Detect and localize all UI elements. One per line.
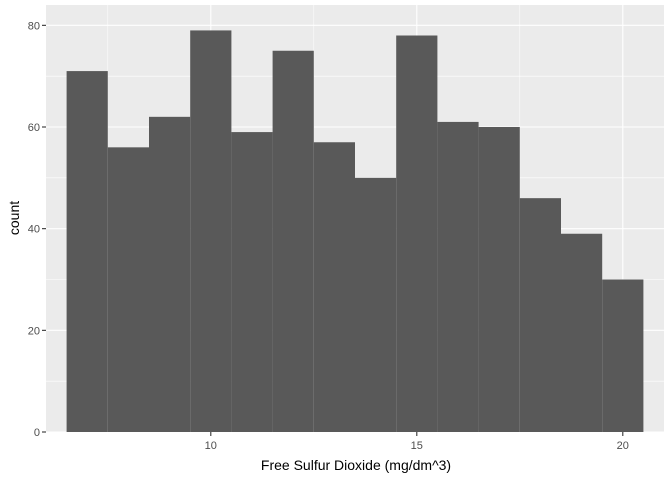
histogram-bar — [313, 142, 355, 432]
y-tick-label: 40 — [28, 224, 40, 236]
x-axis-ticks: 10 15 20 — [205, 432, 629, 452]
bars — [66, 30, 644, 433]
histogram-bar — [107, 147, 149, 433]
histogram-bar — [355, 177, 397, 432]
y-axis-title: count — [6, 201, 22, 235]
x-axis-title: Free Sulfur Dioxide (mg/dm^3) — [261, 457, 451, 473]
histogram-bar — [149, 116, 191, 432]
histogram-bar — [66, 71, 108, 432]
histogram-bar — [396, 35, 438, 432]
histogram-bar — [437, 121, 479, 433]
y-tick-label: 0 — [34, 427, 40, 439]
histogram-bar — [272, 50, 314, 432]
x-tick-label: 15 — [411, 440, 423, 452]
histogram-bar — [602, 279, 644, 432]
y-tick-label: 60 — [28, 122, 40, 134]
y-tick-label: 80 — [28, 20, 40, 32]
histogram-bar — [519, 198, 561, 432]
x-tick-label: 10 — [205, 440, 217, 452]
histogram-bar — [561, 233, 603, 432]
y-axis-ticks: 0 20 40 60 80 — [28, 20, 46, 439]
x-tick-label: 20 — [617, 440, 629, 452]
histogram-bar — [231, 132, 273, 433]
histogram-bar — [190, 30, 232, 433]
histogram-bar — [478, 127, 520, 432]
y-tick-label: 20 — [28, 325, 40, 337]
